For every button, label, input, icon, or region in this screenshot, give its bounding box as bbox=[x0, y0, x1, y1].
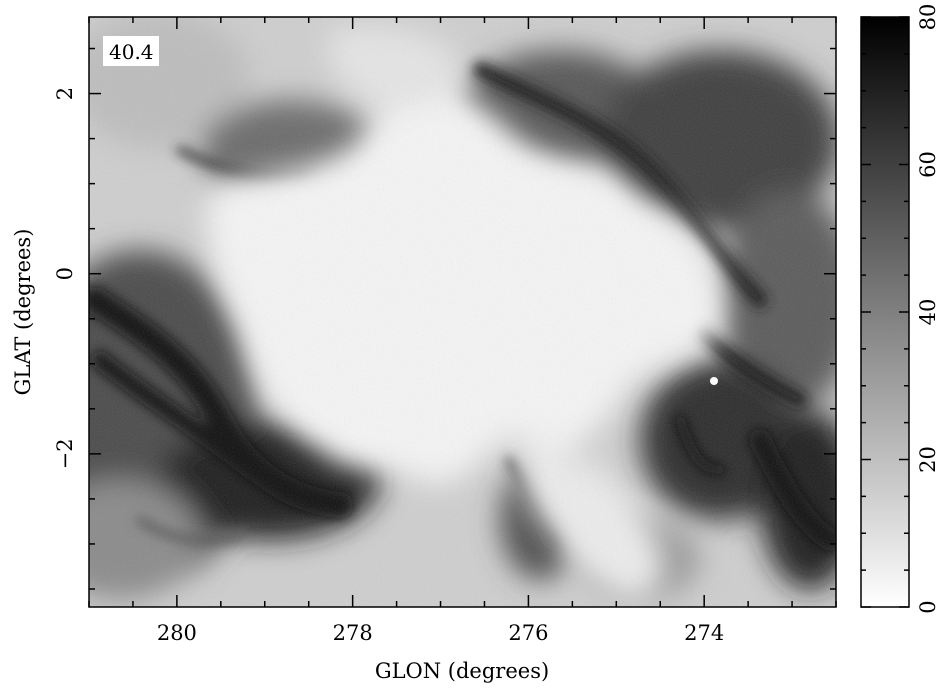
x-tick-label: 274 bbox=[684, 621, 724, 645]
x-tick-label: 276 bbox=[508, 621, 548, 645]
colorbar: 0 20 40 60 80 bbox=[860, 4, 939, 614]
y-tick-label: 2 bbox=[53, 87, 77, 100]
plot-frame bbox=[88, 16, 837, 608]
colorbar-tick-label: 80 bbox=[916, 4, 939, 31]
colorbar-tick-label: 40 bbox=[916, 299, 939, 326]
panel-label-box: 40.4 bbox=[103, 36, 159, 66]
colorbar-tick-label: 60 bbox=[916, 151, 939, 178]
x-tick-label: 280 bbox=[157, 621, 197, 645]
y-tick-label: −2 bbox=[53, 438, 77, 469]
colorbar-ticks: 0 20 40 60 80 bbox=[861, 4, 939, 614]
colorbar-tick-label: 0 bbox=[916, 600, 939, 613]
panel-label: 40.4 bbox=[109, 40, 154, 64]
y-axis-title: GLAT (degrees) bbox=[11, 229, 35, 396]
y-axis-ticks: 2 0 −2 bbox=[53, 47, 836, 590]
x-axis-title: GLON (degrees) bbox=[375, 659, 549, 683]
colorbar-tick-label: 20 bbox=[916, 446, 939, 473]
x-axis-ticks: 280 278 276 274 bbox=[88, 17, 837, 645]
y-tick-label: 0 bbox=[53, 267, 77, 280]
heatmap-image bbox=[89, 17, 836, 607]
x-tick-label: 278 bbox=[333, 621, 373, 645]
